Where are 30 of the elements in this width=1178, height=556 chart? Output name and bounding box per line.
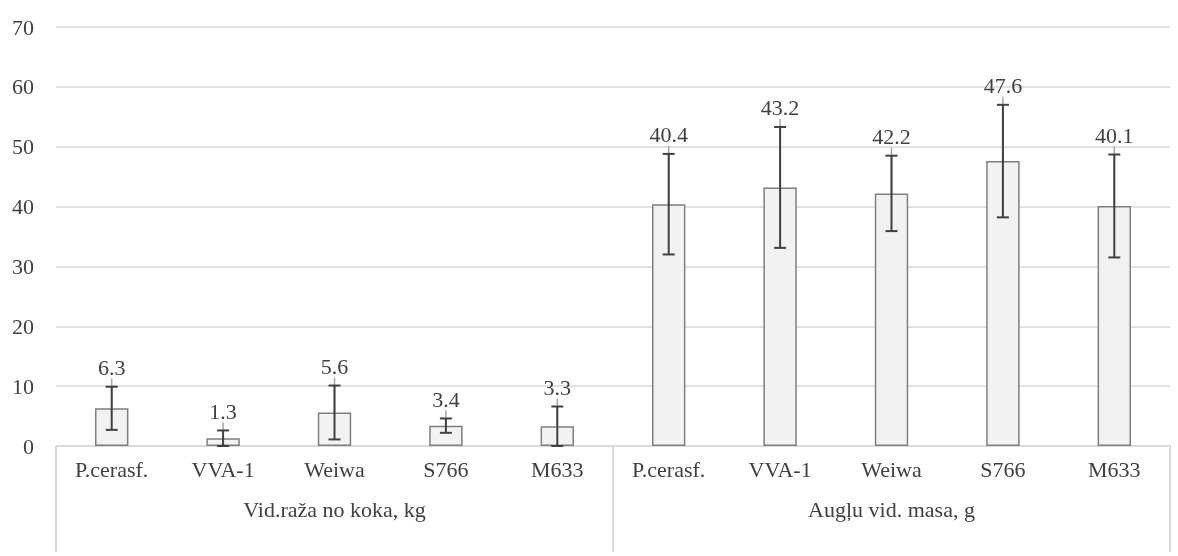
- y-tick-label: 40: [12, 194, 34, 220]
- x-tick-label: S766: [980, 456, 1026, 482]
- text: Vid.raža no koka, kg: [243, 496, 426, 522]
- x-tick-label: M633: [531, 456, 584, 482]
- y-tick-label: 0: [23, 433, 34, 459]
- data-label: 43.2: [760, 95, 800, 121]
- data-label: 3.4: [432, 386, 460, 412]
- x-tick-label: VVA-1: [191, 456, 255, 482]
- y-tick-label: 10: [12, 373, 34, 399]
- data-label: 6.3: [97, 355, 126, 381]
- x-tick-label: Weiwa: [861, 456, 922, 482]
- x-tick-label: Weiwa: [304, 456, 365, 482]
- data-label: 5.6: [320, 354, 349, 380]
- x-tick-label: VVA-1: [748, 456, 812, 482]
- y-tick-label: 50: [12, 134, 34, 160]
- y-tick-label: 70: [12, 14, 34, 40]
- data-label: 42.2: [872, 124, 911, 150]
- y-tick-label: 60: [12, 74, 34, 100]
- y-tick-label: 30: [12, 253, 34, 279]
- data-label: 40.1: [1095, 123, 1134, 148]
- x-tick-label: P.cerasf.: [75, 456, 149, 482]
- data-label: 40.4: [649, 122, 688, 148]
- x-tick-label: M633: [1088, 456, 1141, 482]
- data-label: 3.3: [543, 374, 572, 400]
- data-label: 1.3: [209, 398, 237, 424]
- data-label: 47.6: [983, 73, 1023, 99]
- x-tick-label: P.cerasf.: [632, 456, 706, 482]
- x-tick-label: S766: [423, 456, 469, 482]
- text: Augļu vid. masa, g: [808, 496, 975, 522]
- y-tick-label: 20: [12, 313, 34, 339]
